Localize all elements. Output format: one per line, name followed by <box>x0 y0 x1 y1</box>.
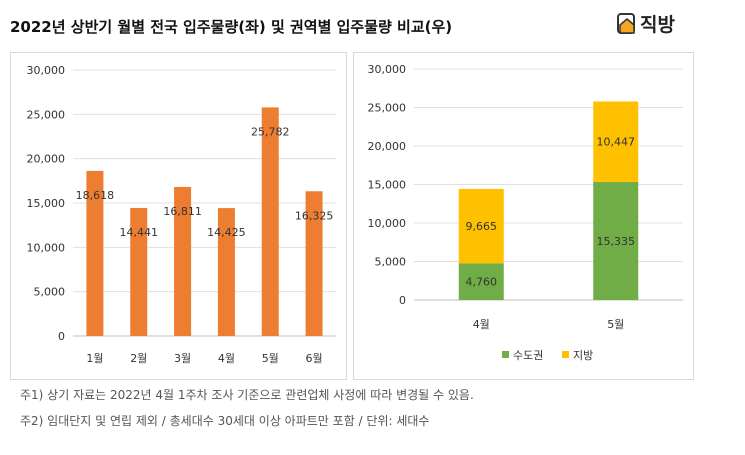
left-chart-panel: 0 5,000 10,000 15,000 20,000 25,000 30,000 18,6… <box>10 52 347 380</box>
bar-segment <box>593 101 639 182</box>
y-tick-label: 20,000 <box>27 153 66 166</box>
data-label: 16,811 <box>163 205 202 218</box>
note-1: 주1) 상기 자료는 2022년 4월 1주차 조사 기준으로 관련업체 사정에… <box>20 388 474 402</box>
x-tick-label: 5월 <box>607 318 624 331</box>
data-label: 18,618 <box>76 189 115 202</box>
y-tick-label: 5,000 <box>375 256 407 269</box>
y-tick-label: 0 <box>58 330 65 343</box>
bar-segment <box>458 263 504 300</box>
x-tick-label: 2월 <box>130 352 147 365</box>
data-label: 4,760 <box>466 276 498 289</box>
y-tick-label: 10,000 <box>368 217 407 230</box>
y-tick-label: 25,000 <box>368 102 407 115</box>
y-tick-label: 10,000 <box>27 241 66 254</box>
y-tick-label: 0 <box>399 294 406 307</box>
legend-label: 지방 <box>573 349 593 362</box>
monthly-chart: 0 5,000 10,000 15,000 20,000 25,000 30,000 18,6… <box>27 64 336 365</box>
data-label: 14,441 <box>120 226 159 239</box>
legend-label: 수도권 <box>513 349 543 362</box>
chart-title: 2022년 상반기 월별 전국 입주물량(좌) 및 권역별 입주물량 비교(우) <box>10 18 453 36</box>
x-tick-label: 4월 <box>473 318 490 331</box>
right-chart-panel: 0 5,000 10,000 15,000 20,000 25,000 30,000 4,76… <box>353 52 694 380</box>
y-tick-label: 25,000 <box>27 108 66 121</box>
x-tick-label: 1월 <box>86 352 103 365</box>
regional-chart: 0 5,000 10,000 15,000 20,000 25,000 30,000 4,76… <box>368 63 683 362</box>
data-label: 25,782 <box>251 125 290 138</box>
bar-segment <box>458 188 504 264</box>
data-label: 10,447 <box>597 136 636 149</box>
bar <box>86 170 104 336</box>
bar-segment <box>593 181 639 300</box>
y-tick-label: 20,000 <box>368 140 407 153</box>
logo-text: 직방 <box>640 14 675 36</box>
bar <box>305 191 323 336</box>
y-tick-label: 30,000 <box>27 64 66 77</box>
bar <box>130 207 148 336</box>
house-logo-icon <box>617 12 635 34</box>
logo: 직방 <box>616 10 675 37</box>
x-tick-label: 5월 <box>262 352 279 365</box>
bar <box>174 186 192 336</box>
data-label: 9,665 <box>466 220 498 233</box>
legend-swatch <box>502 351 509 358</box>
x-tick-label: 4월 <box>218 352 235 365</box>
x-tick-label: 6월 <box>306 352 323 365</box>
y-tick-label: 15,000 <box>27 197 66 210</box>
data-label: 14,425 <box>207 226 246 239</box>
y-tick-label: 5,000 <box>34 286 66 299</box>
legend-swatch <box>562 351 569 358</box>
bar <box>261 107 279 336</box>
bar <box>217 208 235 336</box>
data-label: 15,335 <box>597 235 636 248</box>
note-2: 주2) 임대단지 및 연립 제외 / 총세대수 30세대 이상 아파트만 포함 … <box>20 414 430 428</box>
data-label: 16,325 <box>295 209 334 222</box>
y-tick-label: 30,000 <box>368 63 407 76</box>
y-tick-label: 15,000 <box>368 179 407 192</box>
x-tick-label: 3월 <box>174 352 191 365</box>
